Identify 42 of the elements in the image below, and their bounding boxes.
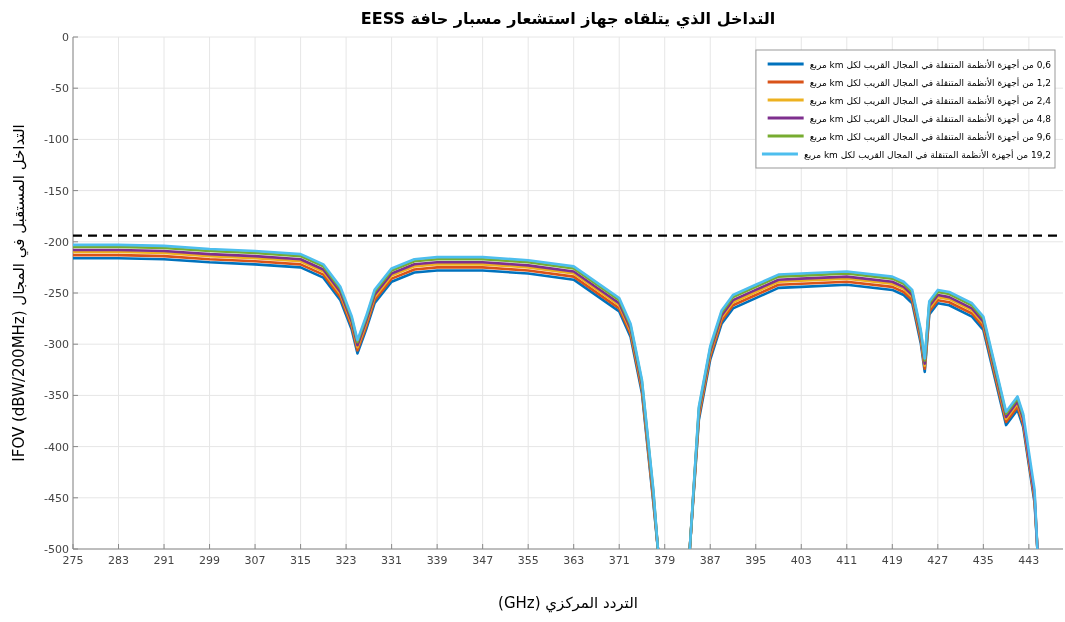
- legend-label: 2,4 من أجهزة الأنظمة المتنقلة في المجال القريب لكل km مربع: [809, 95, 1052, 106]
- legend-label: 1,2 من أجهزة الأنظمة المتنقلة في المجال القريب لكل km مربع: [809, 77, 1051, 88]
- y-tick-label: -50: [51, 82, 69, 96]
- legend-label: 19,2 من أجهزة الأنظمة المتنقلة في المجال القريب لكل km مربع: [803, 149, 1051, 160]
- y-tick-label: 0: [62, 31, 69, 44]
- x-tick-label: 355: [517, 554, 539, 567]
- x-tick-label: 435: [972, 554, 994, 567]
- x-tick-label: 363: [563, 554, 585, 567]
- x-axis-title: التردد المركزي (GHz): [498, 594, 638, 613]
- x-tick-label: 387: [699, 554, 721, 567]
- x-tick-label: 275: [62, 554, 84, 567]
- x-tick-label: 315: [290, 554, 312, 567]
- x-tick-label: 323: [335, 554, 357, 567]
- y-tick-label: -250: [44, 287, 69, 300]
- x-tick-label: 411: [836, 554, 858, 567]
- y-tick-label: -400: [44, 440, 69, 454]
- y-tick-label: -350: [44, 389, 69, 403]
- y-tick-label: -500: [44, 543, 69, 556]
- x-tick-label: 331: [381, 554, 403, 567]
- x-tick-label: 283: [108, 554, 130, 567]
- x-tick-label: 299: [199, 554, 221, 567]
- y-tick-label: -300: [44, 338, 69, 352]
- legend-label: 4,8 من أجهزة الأنظمة المتنقلة في المجال القريب لكل km مربع: [809, 113, 1052, 124]
- y-tick-label: -450: [44, 491, 69, 505]
- chart-title: التداخل الذي يتلقاه جهاز استشعار مسبار حافة EESS: [360, 9, 776, 29]
- x-tick-label: 443: [1018, 554, 1040, 567]
- x-tick-label: 427: [927, 554, 949, 567]
- x-tick-label: 419: [881, 554, 903, 567]
- y-tick-label: -200: [44, 235, 69, 249]
- x-tick-label: 307: [244, 554, 266, 567]
- x-tick-label: 379: [654, 554, 676, 567]
- x-tick-label: 347: [472, 554, 494, 567]
- y-tick-label: -100: [44, 133, 69, 147]
- x-tick-label: 291: [153, 554, 175, 567]
- y-tick-label: -150: [44, 184, 69, 198]
- x-tick-label: 371: [608, 554, 630, 567]
- legend-label: 0,6 من أجهزة الأنظمة المتنقلة في المجال القريب لكل km مربع: [809, 59, 1052, 70]
- x-tick-label: 403: [790, 554, 812, 567]
- x-tick-label: 339: [426, 554, 448, 567]
- x-tick-label: 395: [745, 554, 767, 567]
- y-axis-title: التداخل المستقبل في المجال IFOV (dBW/200MHz): [10, 124, 29, 462]
- legend-label: 9,6 من أجهزة الأنظمة المتنقلة في المجال القريب لكل km مربع: [809, 131, 1052, 142]
